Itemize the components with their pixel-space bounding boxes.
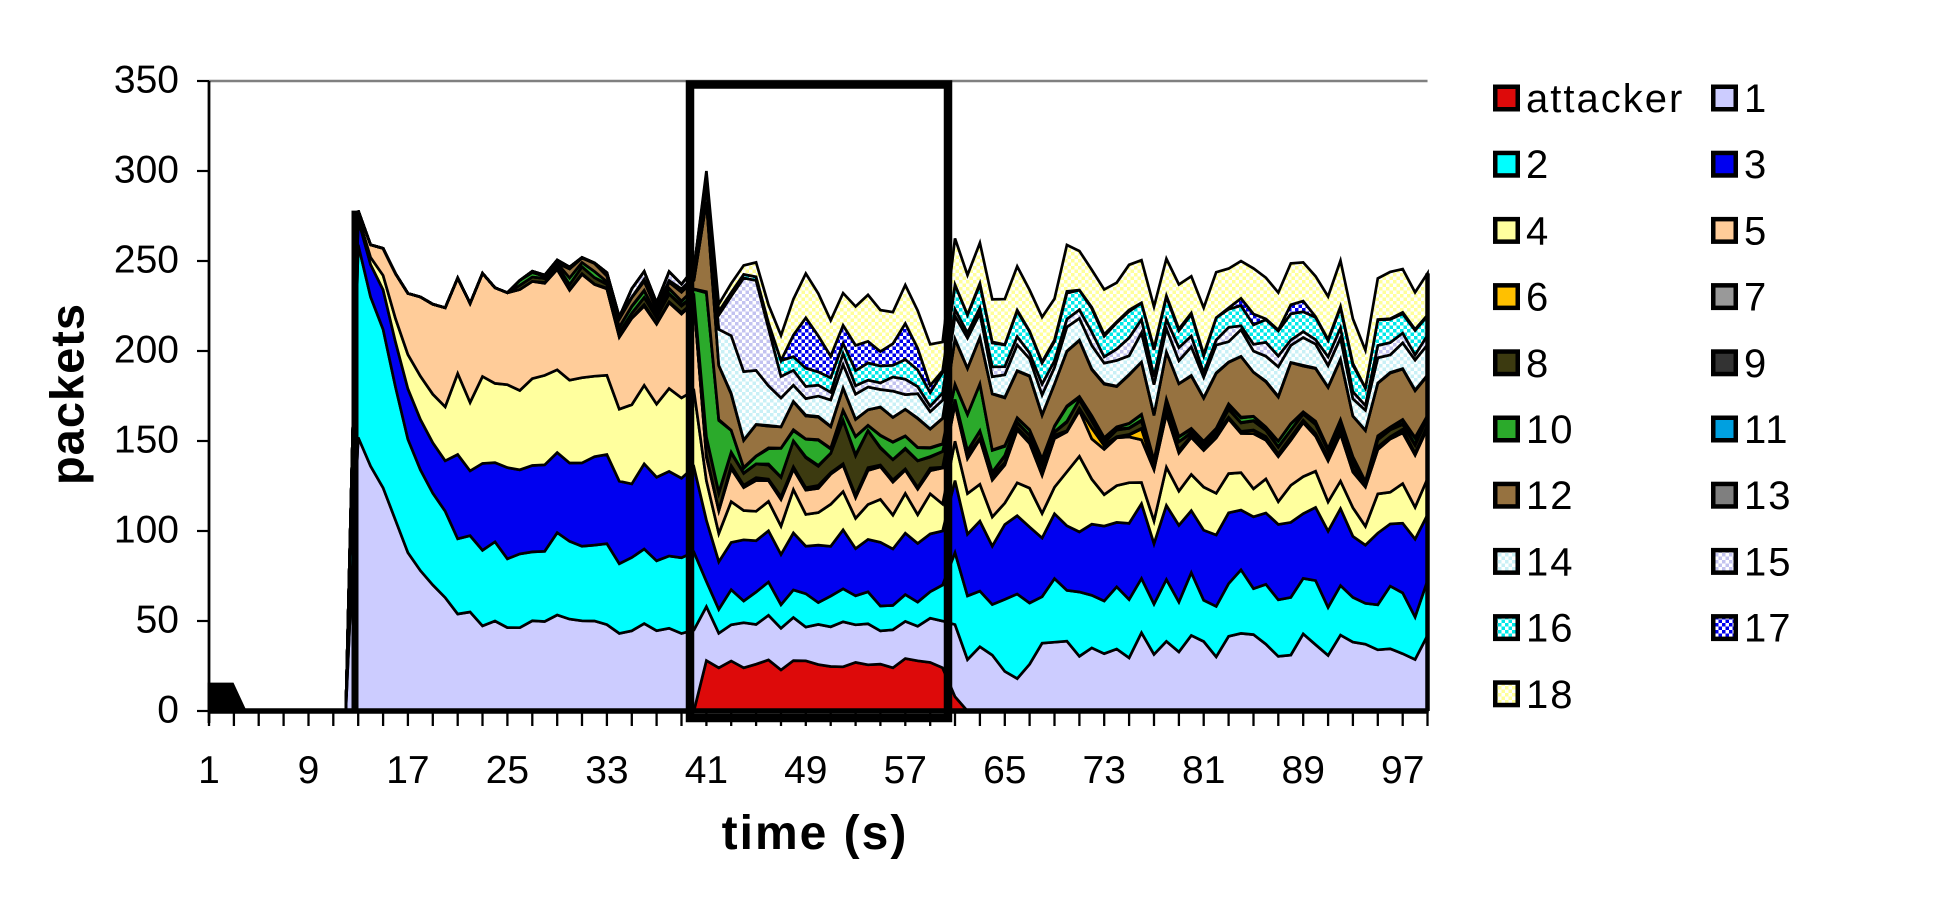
svg-text:65: 65 xyxy=(983,749,1026,792)
svg-text:packets: packets xyxy=(41,303,94,485)
svg-text:9: 9 xyxy=(298,749,320,792)
svg-text:50: 50 xyxy=(136,599,179,642)
svg-text:7: 7 xyxy=(1744,276,1768,320)
svg-text:97: 97 xyxy=(1381,749,1424,792)
svg-text:12: 12 xyxy=(1526,474,1575,518)
svg-text:14: 14 xyxy=(1526,540,1575,584)
svg-text:300: 300 xyxy=(114,149,179,192)
svg-text:4: 4 xyxy=(1526,209,1550,253)
svg-text:25: 25 xyxy=(486,749,529,792)
svg-text:10: 10 xyxy=(1526,408,1575,452)
svg-text:100: 100 xyxy=(114,509,179,552)
svg-text:3: 3 xyxy=(1744,143,1768,187)
svg-text:8: 8 xyxy=(1526,342,1550,386)
svg-text:6: 6 xyxy=(1526,276,1550,320)
svg-text:15: 15 xyxy=(1744,540,1793,584)
svg-text:89: 89 xyxy=(1282,749,1325,792)
svg-text:16: 16 xyxy=(1526,607,1575,651)
svg-text:5: 5 xyxy=(1744,209,1768,253)
svg-text:2: 2 xyxy=(1526,143,1550,187)
svg-text:18: 18 xyxy=(1526,673,1575,717)
svg-text:time (s): time (s) xyxy=(722,807,909,860)
svg-text:17: 17 xyxy=(386,749,429,792)
svg-text:1: 1 xyxy=(1744,77,1768,121)
svg-text:49: 49 xyxy=(784,749,827,792)
svg-text:41: 41 xyxy=(685,749,728,792)
svg-text:11: 11 xyxy=(1744,408,1790,452)
svg-text:350: 350 xyxy=(114,59,179,102)
svg-text:1: 1 xyxy=(198,749,220,792)
svg-text:150: 150 xyxy=(114,419,179,462)
svg-text:17: 17 xyxy=(1744,607,1793,651)
svg-text:33: 33 xyxy=(585,749,628,792)
svg-text:attacker: attacker xyxy=(1526,77,1684,121)
svg-text:57: 57 xyxy=(884,749,927,792)
svg-text:250: 250 xyxy=(114,239,179,282)
svg-text:81: 81 xyxy=(1182,749,1225,792)
svg-text:200: 200 xyxy=(114,329,179,372)
svg-text:73: 73 xyxy=(1083,749,1126,792)
svg-text:0: 0 xyxy=(157,689,179,732)
svg-text:13: 13 xyxy=(1744,474,1793,518)
svg-text:9: 9 xyxy=(1744,342,1768,386)
